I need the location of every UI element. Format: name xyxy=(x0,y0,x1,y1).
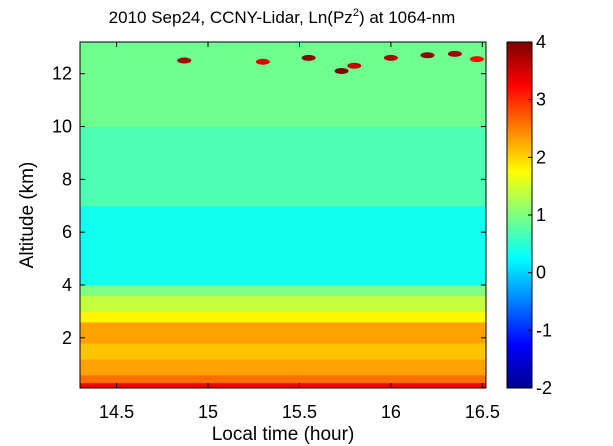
plot-frame xyxy=(79,41,487,389)
cloud-patch xyxy=(347,62,362,69)
x-tick-label: 16.5 xyxy=(465,402,500,422)
heat-layer xyxy=(80,284,486,297)
cloud-patch xyxy=(383,54,398,61)
cloud-patch xyxy=(447,50,462,57)
cloud-patch xyxy=(469,56,484,63)
x-axis: 14.5 15 15.5 16 16.5 xyxy=(99,42,500,422)
colorbar-tick-label: 4 xyxy=(536,32,546,52)
colorbar-tick-label: -2 xyxy=(536,378,552,398)
chart-title: 2010 Sep24, CCNY-Lidar, Ln(Pz2) at 1064-… xyxy=(109,7,456,27)
heat-layer xyxy=(80,295,486,312)
heat-layer xyxy=(80,205,486,286)
cloud-patch xyxy=(177,57,192,64)
heat-layer xyxy=(80,311,486,323)
cloud-patch xyxy=(334,68,349,75)
colorbar-gradient xyxy=(506,41,533,389)
x-tick-label: 15 xyxy=(198,402,218,422)
heat-layer xyxy=(80,382,486,388)
heat-layer xyxy=(80,126,486,207)
cloud-patch xyxy=(301,54,316,61)
x-tick-label: 16 xyxy=(381,402,401,422)
cloud-patch xyxy=(255,58,270,65)
x-tick-label: 14.5 xyxy=(99,402,134,422)
colorbar-tick-label: 0 xyxy=(536,263,546,283)
heat-layer xyxy=(80,358,486,376)
heat-layer xyxy=(80,343,486,360)
heat-layer xyxy=(80,321,486,344)
y-tick-label: 10 xyxy=(52,117,72,137)
x-tick-label: 15.5 xyxy=(282,402,317,422)
y-tick-label: 8 xyxy=(62,169,72,189)
y-tick-label: 12 xyxy=(52,64,72,84)
colorbar-tick-label: 1 xyxy=(536,205,546,225)
y-axis: 2 4 6 8 10 12 xyxy=(52,64,486,348)
colorbar: -2 -1 0 1 2 3 4 xyxy=(506,32,552,398)
y-axis-label: Altitude (km) xyxy=(17,162,38,269)
heat-layer xyxy=(80,374,486,384)
colorbar-tick-label: 3 xyxy=(536,90,546,110)
colorbar-tick-label: -1 xyxy=(536,320,552,340)
y-tick-label: 6 xyxy=(62,222,72,242)
heatmap-plot-area xyxy=(80,42,486,388)
y-tick-label: 2 xyxy=(62,328,72,348)
x-axis-label: Local time (hour) xyxy=(212,424,355,445)
heat-layer xyxy=(80,42,486,128)
colorbar-tick-label: 2 xyxy=(536,147,546,167)
y-tick-label: 4 xyxy=(62,275,72,295)
cloud-patch xyxy=(420,52,435,59)
